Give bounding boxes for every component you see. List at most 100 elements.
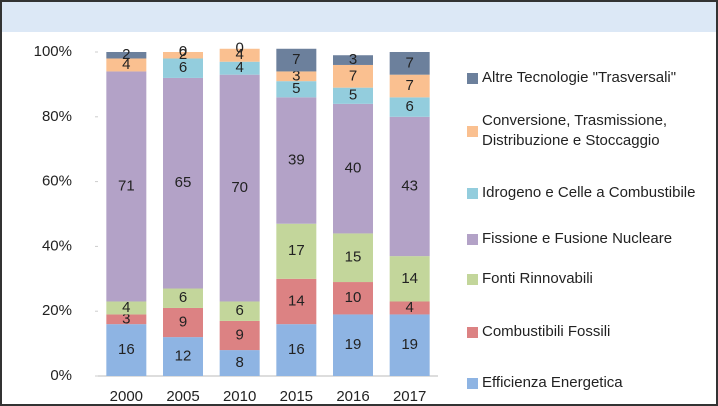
bar-segment [333, 55, 373, 65]
data-label: 0 [179, 43, 187, 60]
x-tick-label: 2010 [223, 388, 256, 405]
data-label: 40 [345, 160, 362, 177]
legend-swatch [467, 233, 478, 245]
legend-swatch [467, 72, 478, 84]
bar-segment [163, 77, 203, 289]
data-label: 5 [349, 87, 357, 104]
data-label: 4 [235, 59, 243, 76]
data-label: 8 [235, 354, 243, 371]
bar-segment [163, 288, 203, 308]
data-label: 16 [118, 341, 135, 358]
y-tick-label: 0% [50, 367, 72, 384]
legend-label: Idrogeno e Celle a Combustibile [482, 184, 696, 201]
y-tick-label: 20% [42, 302, 72, 319]
bar-segment [106, 71, 147, 302]
legend-swatch [467, 326, 478, 338]
x-tick-label: 2015 [280, 388, 313, 405]
legend-swatch [467, 273, 478, 285]
data-label: 4 [405, 299, 413, 316]
bar-segment [163, 58, 203, 78]
bar-segment [389, 116, 430, 257]
data-label: 14 [288, 292, 305, 309]
bar-segment [276, 97, 317, 224]
bar-segment [106, 58, 147, 72]
bar-segment [219, 74, 260, 302]
data-label: 15 [345, 249, 362, 266]
y-tick-label: 100% [34, 43, 72, 60]
data-label: 4 [122, 299, 130, 316]
bar-segment [106, 301, 147, 315]
bar-segment [333, 103, 373, 234]
bar-segment [389, 97, 430, 117]
bar-segment [389, 301, 430, 315]
y-tick-label: 40% [42, 237, 72, 254]
data-label: 7 [349, 67, 357, 84]
legend-item: Idrogeno e Celle a Combustibile [467, 183, 707, 203]
legend-label: Altre Tecnologie "Trasversali" [482, 69, 677, 86]
data-label: 65 [175, 174, 192, 191]
x-tick-label: 2005 [166, 388, 199, 405]
data-label: 14 [401, 270, 418, 287]
bar-segment [389, 74, 430, 98]
data-label: 19 [345, 336, 362, 353]
bar-segment [333, 314, 373, 376]
bar-segment [333, 87, 373, 104]
bar-segment [106, 314, 147, 325]
data-label: 9 [179, 314, 187, 331]
bar-segment [219, 320, 260, 351]
bar-segment [276, 278, 317, 325]
legend-swatch [467, 125, 478, 137]
data-label: 71 [118, 177, 135, 194]
legend-item: Efficienza Energetica [467, 373, 707, 393]
bar-segment [219, 48, 260, 62]
legend-item: Combustibili Fossili [467, 322, 707, 342]
data-label: 12 [175, 348, 192, 365]
legend-item: Altre Tecnologie "Trasversali" [467, 68, 707, 88]
bar-segment [106, 324, 147, 376]
data-label: 3 [292, 67, 300, 84]
x-tick-label: 2017 [393, 388, 426, 405]
data-label: 43 [401, 177, 418, 194]
data-label: 3 [349, 51, 357, 68]
data-label: 3 [122, 310, 130, 327]
data-label: 4 [122, 56, 130, 73]
data-label: 10 [345, 289, 362, 306]
data-label: 39 [288, 152, 305, 169]
data-label: 19 [401, 336, 418, 353]
data-label: 6 [179, 59, 187, 76]
data-label: 2 [179, 46, 187, 63]
bar-segment [389, 52, 430, 75]
bar-segment [163, 52, 203, 59]
bar-segment [389, 314, 430, 376]
bar-segment [163, 307, 203, 338]
data-label: 2 [122, 46, 130, 63]
data-label: 5 [292, 80, 300, 97]
bar-segment [106, 52, 147, 59]
bar-segment [389, 256, 430, 302]
bar-segment [276, 223, 317, 279]
legend-label: Fissione e Fusione Nucleare [482, 230, 673, 247]
legend-item: Conversione, Trasmissione, Distribuzione… [467, 111, 707, 151]
legend-item: Fissione e Fusione Nucleare [467, 229, 707, 249]
legend-swatch [467, 187, 478, 199]
bar-segment [219, 61, 260, 75]
bar-segment [333, 64, 373, 88]
bar-segment [219, 301, 260, 321]
data-label: 7 [405, 54, 413, 71]
legend-label: Fonti Rinnovabili [482, 270, 593, 287]
y-tick-label: 80% [42, 108, 72, 125]
data-label: 16 [288, 341, 305, 358]
y-tick-label: 60% [42, 173, 72, 190]
bar-segment [276, 48, 317, 72]
bar-segment [333, 282, 373, 315]
bar-segment [276, 81, 317, 98]
data-label: 17 [288, 242, 305, 259]
x-tick-label: 2000 [110, 388, 143, 405]
data-label: 4 [235, 46, 243, 63]
legend-label: Combustibili Fossili [482, 323, 611, 340]
legend-item: Fonti Rinnovabili [467, 269, 707, 289]
legend-label: Efficienza Energetica [482, 374, 623, 391]
data-label: 7 [405, 77, 413, 94]
bar-segment [333, 233, 373, 283]
